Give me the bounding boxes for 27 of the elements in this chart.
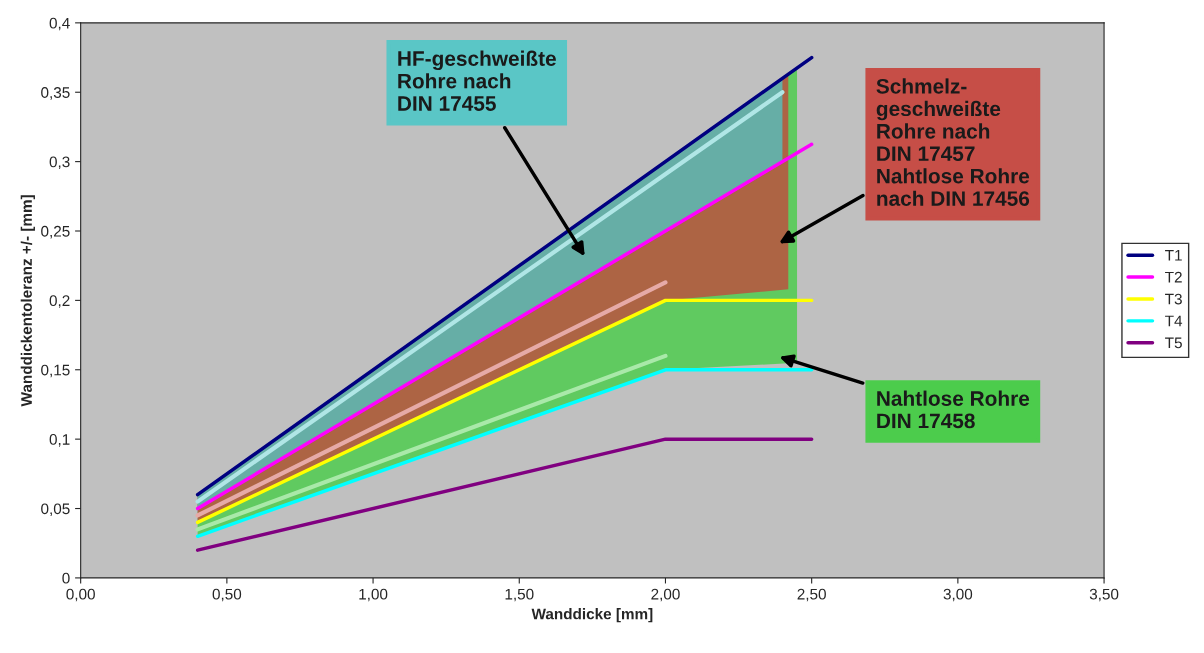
- x-axis-title: Wanddicke [mm]: [531, 608, 653, 623]
- y-tick-label: 0,15: [41, 364, 70, 378]
- y-tick-label: 0,1: [49, 434, 70, 447]
- y-tick-label: 0,35: [41, 87, 70, 100]
- x-tick-label: 1,00: [359, 588, 388, 602]
- x-tick-label: 3,00: [943, 588, 973, 602]
- y-tick-label: 0,25: [41, 225, 70, 239]
- legend-label: T4: [1165, 315, 1183, 327]
- legend-label: T2: [1165, 271, 1182, 283]
- x-tick-label: 1,50: [505, 588, 534, 602]
- x-tick-label: 0,50: [212, 588, 242, 602]
- legend-label: T3: [1165, 293, 1182, 305]
- y-axis-title: Wanddickentoleranz +/- [mm]: [20, 195, 35, 407]
- y-tick-label: 0,4: [49, 17, 70, 31]
- annotation: HF-geschweißte Rohre nach DIN 17455: [398, 50, 556, 111]
- x-tick-label: 0,00: [66, 588, 95, 602]
- y-tick-label: 0,05: [41, 503, 70, 517]
- y-tick-label: 0,2: [49, 295, 70, 308]
- y-tick-label: 0,3: [49, 156, 70, 170]
- x-tick-label: 3,50: [1089, 588, 1119, 602]
- x-tick-label: 2,50: [797, 588, 826, 602]
- annotation: Nahtlose Rohre DIN 17458: [877, 390, 1030, 429]
- legend-label: T5: [1165, 337, 1182, 349]
- annotation: Schmelz- geschweißte Rohre nach DIN 17457 Nahtlose Rohre nach DIN 17456: [876, 78, 1030, 206]
- legend-label: T1: [1165, 250, 1182, 261]
- x-tick-label: 2,00: [651, 588, 680, 602]
- y-tick-label: 0: [62, 572, 70, 584]
